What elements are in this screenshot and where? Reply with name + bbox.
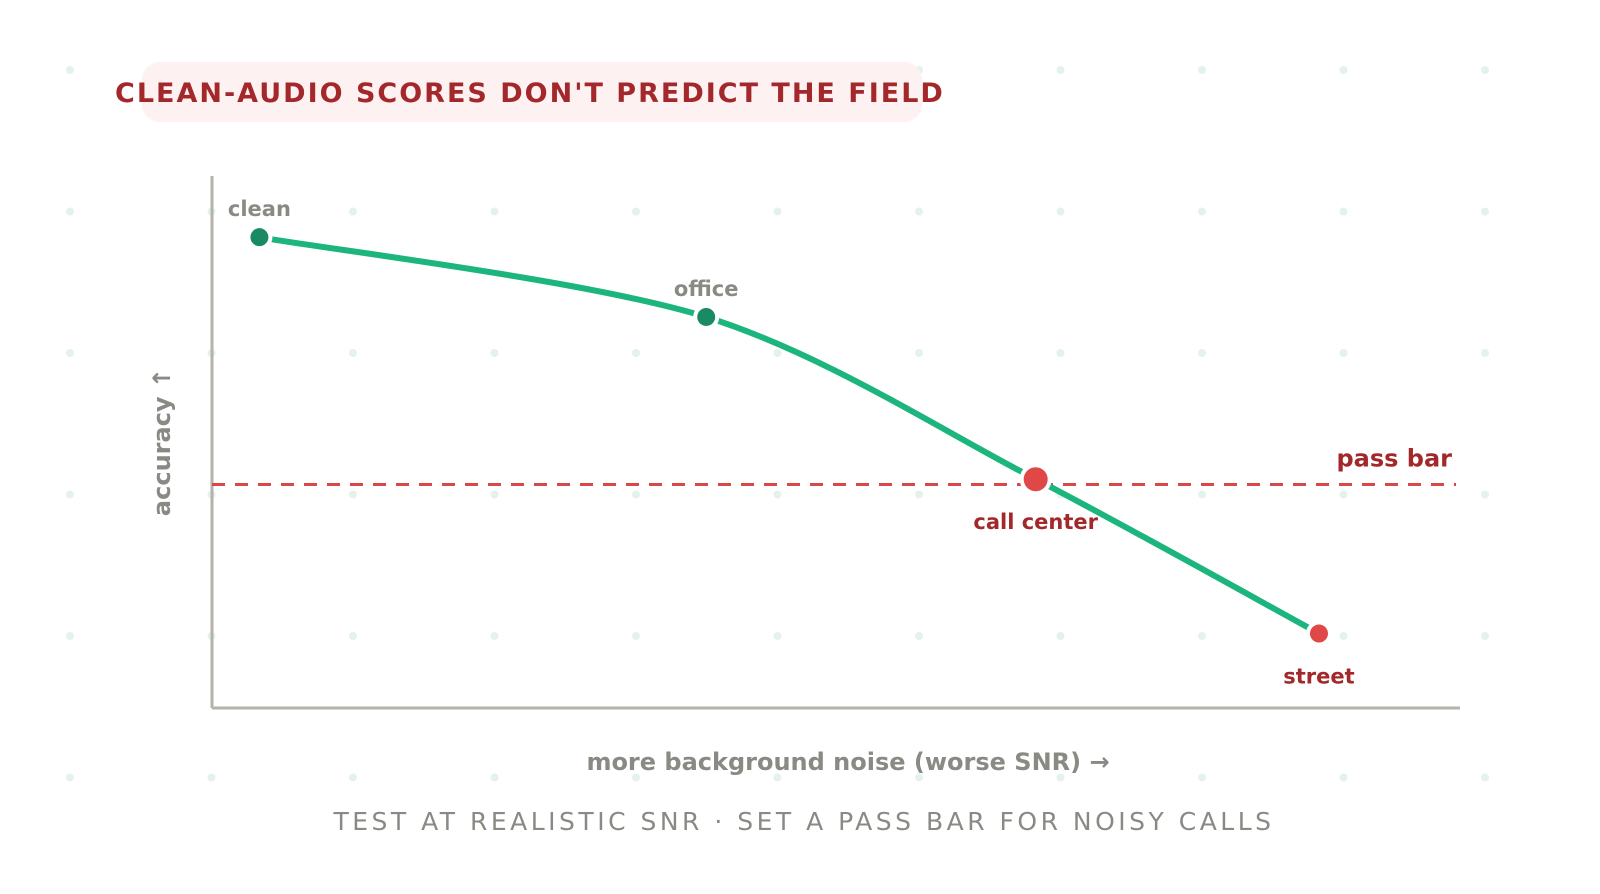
grid-dot xyxy=(1198,66,1206,74)
grid-dot xyxy=(1339,349,1348,357)
grid-dot xyxy=(1481,66,1489,74)
grid-dot xyxy=(207,773,216,782)
grid-dot xyxy=(66,207,74,216)
data-point-call-center xyxy=(1023,467,1048,492)
grid-dot xyxy=(632,632,640,640)
grid-dot xyxy=(632,490,640,499)
grid-dot xyxy=(349,349,357,357)
grid-dot xyxy=(632,349,640,357)
grid-dot xyxy=(66,349,74,357)
grid-dot xyxy=(1198,490,1206,499)
grid-dot xyxy=(1481,490,1489,499)
grid-dot xyxy=(915,490,923,499)
grid-dot xyxy=(1339,66,1348,74)
grid-dot xyxy=(1056,66,1065,74)
grid-dot xyxy=(66,66,74,74)
grid-dot xyxy=(915,207,923,216)
grid-dot xyxy=(1481,207,1489,216)
grid-dot xyxy=(773,632,782,640)
grid-dot xyxy=(1056,207,1065,216)
grid-dot xyxy=(1198,207,1206,216)
grid-dot xyxy=(773,490,782,499)
grid-dot xyxy=(915,773,923,782)
grid-dot xyxy=(632,773,640,782)
grid-dot xyxy=(66,490,74,499)
grid-dot xyxy=(66,632,74,640)
point-label-street: street xyxy=(1283,665,1354,689)
grid-dot xyxy=(1056,632,1065,640)
grid-dot xyxy=(66,773,74,782)
grid-dot xyxy=(490,349,499,357)
point-label-clean: clean xyxy=(228,197,291,221)
grid-dot xyxy=(773,349,782,357)
grid-dot xyxy=(349,207,357,216)
data-point-office xyxy=(697,307,716,326)
grid-dot xyxy=(349,773,357,782)
data-points: clean office call center street xyxy=(228,197,1355,688)
grid-dot xyxy=(490,490,499,499)
grid-dot xyxy=(1339,207,1348,216)
grid-dot xyxy=(1481,349,1489,357)
grid-dot xyxy=(773,207,782,216)
grid-dot xyxy=(349,490,357,499)
grid-dot xyxy=(1339,490,1348,499)
grid-dot xyxy=(1198,773,1206,782)
data-point-street xyxy=(1309,624,1328,643)
chart-title: CLEAN-AUDIO SCORES DON'T PREDICT THE FIE… xyxy=(115,78,945,109)
title-highlight xyxy=(142,62,922,122)
data-point-clean xyxy=(250,228,269,247)
grid-dot xyxy=(915,632,923,640)
grid-dot xyxy=(915,349,923,357)
grid-dot xyxy=(1481,773,1489,782)
grid-dot xyxy=(632,207,640,216)
x-axis-label: more background noise (worse SNR) → xyxy=(586,748,1109,776)
background-dot-grid xyxy=(66,66,1489,782)
grid-dot xyxy=(1339,773,1348,782)
grid-dot xyxy=(490,207,499,216)
grid-dot xyxy=(1198,632,1206,640)
point-label-office: office xyxy=(674,277,739,301)
grid-dot xyxy=(1056,349,1065,357)
grid-dot xyxy=(1481,632,1489,640)
footer-caption: TEST AT REALISTIC SNR · SET A PASS BAR F… xyxy=(332,807,1274,836)
grid-dot xyxy=(1339,632,1348,640)
point-label-call-center: call center xyxy=(973,510,1098,534)
grid-dot xyxy=(773,773,782,782)
grid-dot xyxy=(1198,349,1206,357)
grid-dot xyxy=(490,632,499,640)
pass-bar-label: pass bar xyxy=(1336,445,1452,473)
accuracy-curve xyxy=(256,234,1322,637)
grid-dot xyxy=(349,632,357,640)
grid-dot xyxy=(1056,773,1065,782)
y-axis-label: accuracy ↑ xyxy=(148,368,176,516)
grid-dot xyxy=(490,773,499,782)
